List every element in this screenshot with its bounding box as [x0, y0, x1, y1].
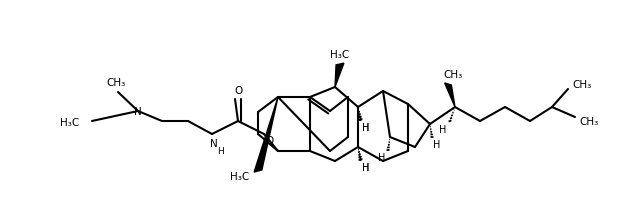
Text: H: H [362, 122, 370, 132]
Text: H: H [216, 146, 223, 155]
Text: H: H [378, 152, 386, 162]
Text: H: H [362, 162, 370, 172]
Polygon shape [335, 64, 344, 87]
Text: CH₃: CH₃ [444, 70, 463, 80]
Text: H₃C: H₃C [330, 50, 349, 60]
Text: H₃C: H₃C [60, 117, 79, 127]
Text: CH₃: CH₃ [106, 78, 125, 87]
Text: CH₃: CH₃ [572, 80, 591, 89]
Text: H: H [433, 139, 441, 149]
Text: H: H [362, 162, 370, 172]
Text: H: H [439, 124, 447, 134]
Text: N: N [210, 138, 218, 148]
Text: CH₃: CH₃ [579, 116, 598, 126]
Polygon shape [445, 84, 455, 107]
Text: O: O [266, 135, 274, 145]
Text: N: N [134, 106, 142, 116]
Text: O: O [234, 86, 242, 96]
Text: H: H [362, 122, 370, 132]
Text: H₃C: H₃C [230, 171, 250, 181]
Polygon shape [254, 98, 278, 172]
